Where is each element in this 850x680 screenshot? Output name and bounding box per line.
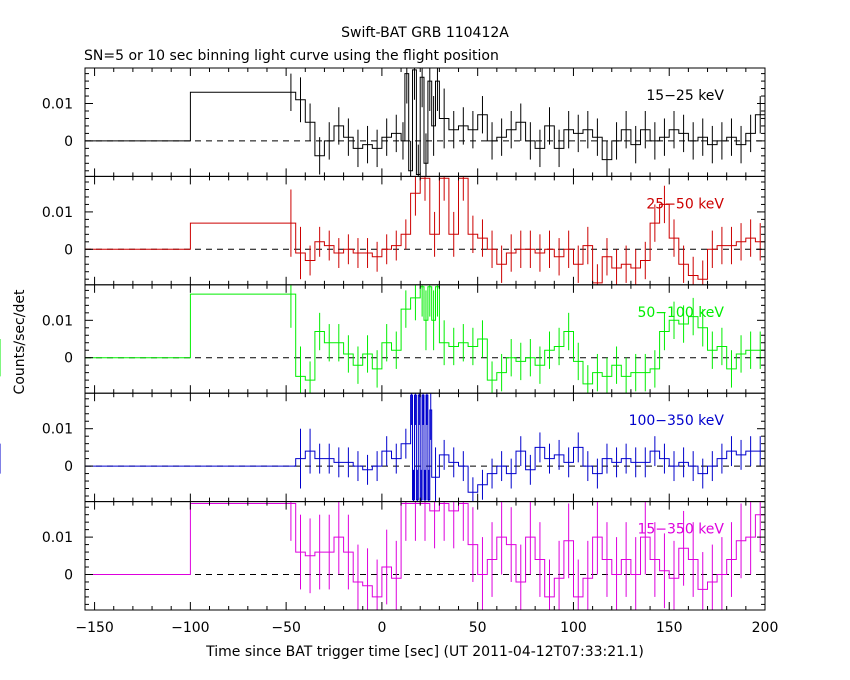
y-tick-label: 0.01 [42, 530, 73, 546]
y-tick-label: 0 [64, 459, 73, 475]
y-axis-label: Counts/sec/det [12, 289, 28, 394]
x-tick-label: 100 [560, 620, 587, 636]
x-axis-labels: −150 −100 −50 0 50 100 150 200 [75, 620, 778, 636]
band-label: 15−25 keV [646, 88, 724, 104]
band-label: 100−350 keV [629, 413, 725, 429]
panels-group: 0 0.01 15−25 keV 0 0.01 25−50 keV 0 0.01 50−100 … [0, 67, 766, 611]
y-tick-label: 0 [64, 242, 73, 258]
y-tick-label: 0.01 [42, 313, 73, 329]
x-axis-label: Time since BAT trigger time [sec] (UT 20… [205, 644, 644, 660]
panel-1: 0 0.01 25−50 keV [42, 175, 766, 286]
y-tick-label: 0.01 [42, 97, 73, 113]
panel-3: 0 0.01 100−350 keV [0, 392, 766, 503]
panel-frame [84, 501, 766, 611]
x-tick-label: 200 [752, 620, 779, 636]
chart-subtitle: SN=5 or 10 sec binning light curve using… [84, 48, 499, 64]
panel-4: 0 0.01 15−350 keV [42, 501, 766, 611]
x-tick-label: 150 [656, 620, 683, 636]
y-tick-label: 0.01 [42, 205, 73, 221]
x-tick-label: −50 [271, 620, 301, 636]
y-tick-label: 0 [64, 134, 73, 150]
band-label: 25−50 keV [646, 196, 724, 212]
panel-frame [84, 284, 766, 394]
panel-0: 0 0.01 15−25 keV [42, 67, 766, 177]
series-line [85, 394, 766, 501]
band-label: 15−350 keV [637, 522, 724, 538]
x-tick-label: −150 [75, 620, 113, 636]
series-line [85, 286, 766, 385]
chart-title: Swift-BAT GRB 110412A [341, 25, 509, 41]
y-tick-label: 0 [64, 567, 73, 583]
panel-frame [84, 67, 766, 177]
y-tick-label: 0.01 [42, 422, 73, 438]
panel-2: 0 0.01 50−100 keV [0, 284, 766, 394]
y-tick-label: 0 [64, 351, 73, 367]
series-line [85, 177, 765, 284]
x-tick-label: −100 [171, 620, 209, 636]
x-tick-label: 0 [377, 620, 386, 636]
x-tick-label: 50 [469, 620, 487, 636]
series-line [85, 69, 765, 175]
band-label: 50−100 keV [637, 305, 724, 321]
